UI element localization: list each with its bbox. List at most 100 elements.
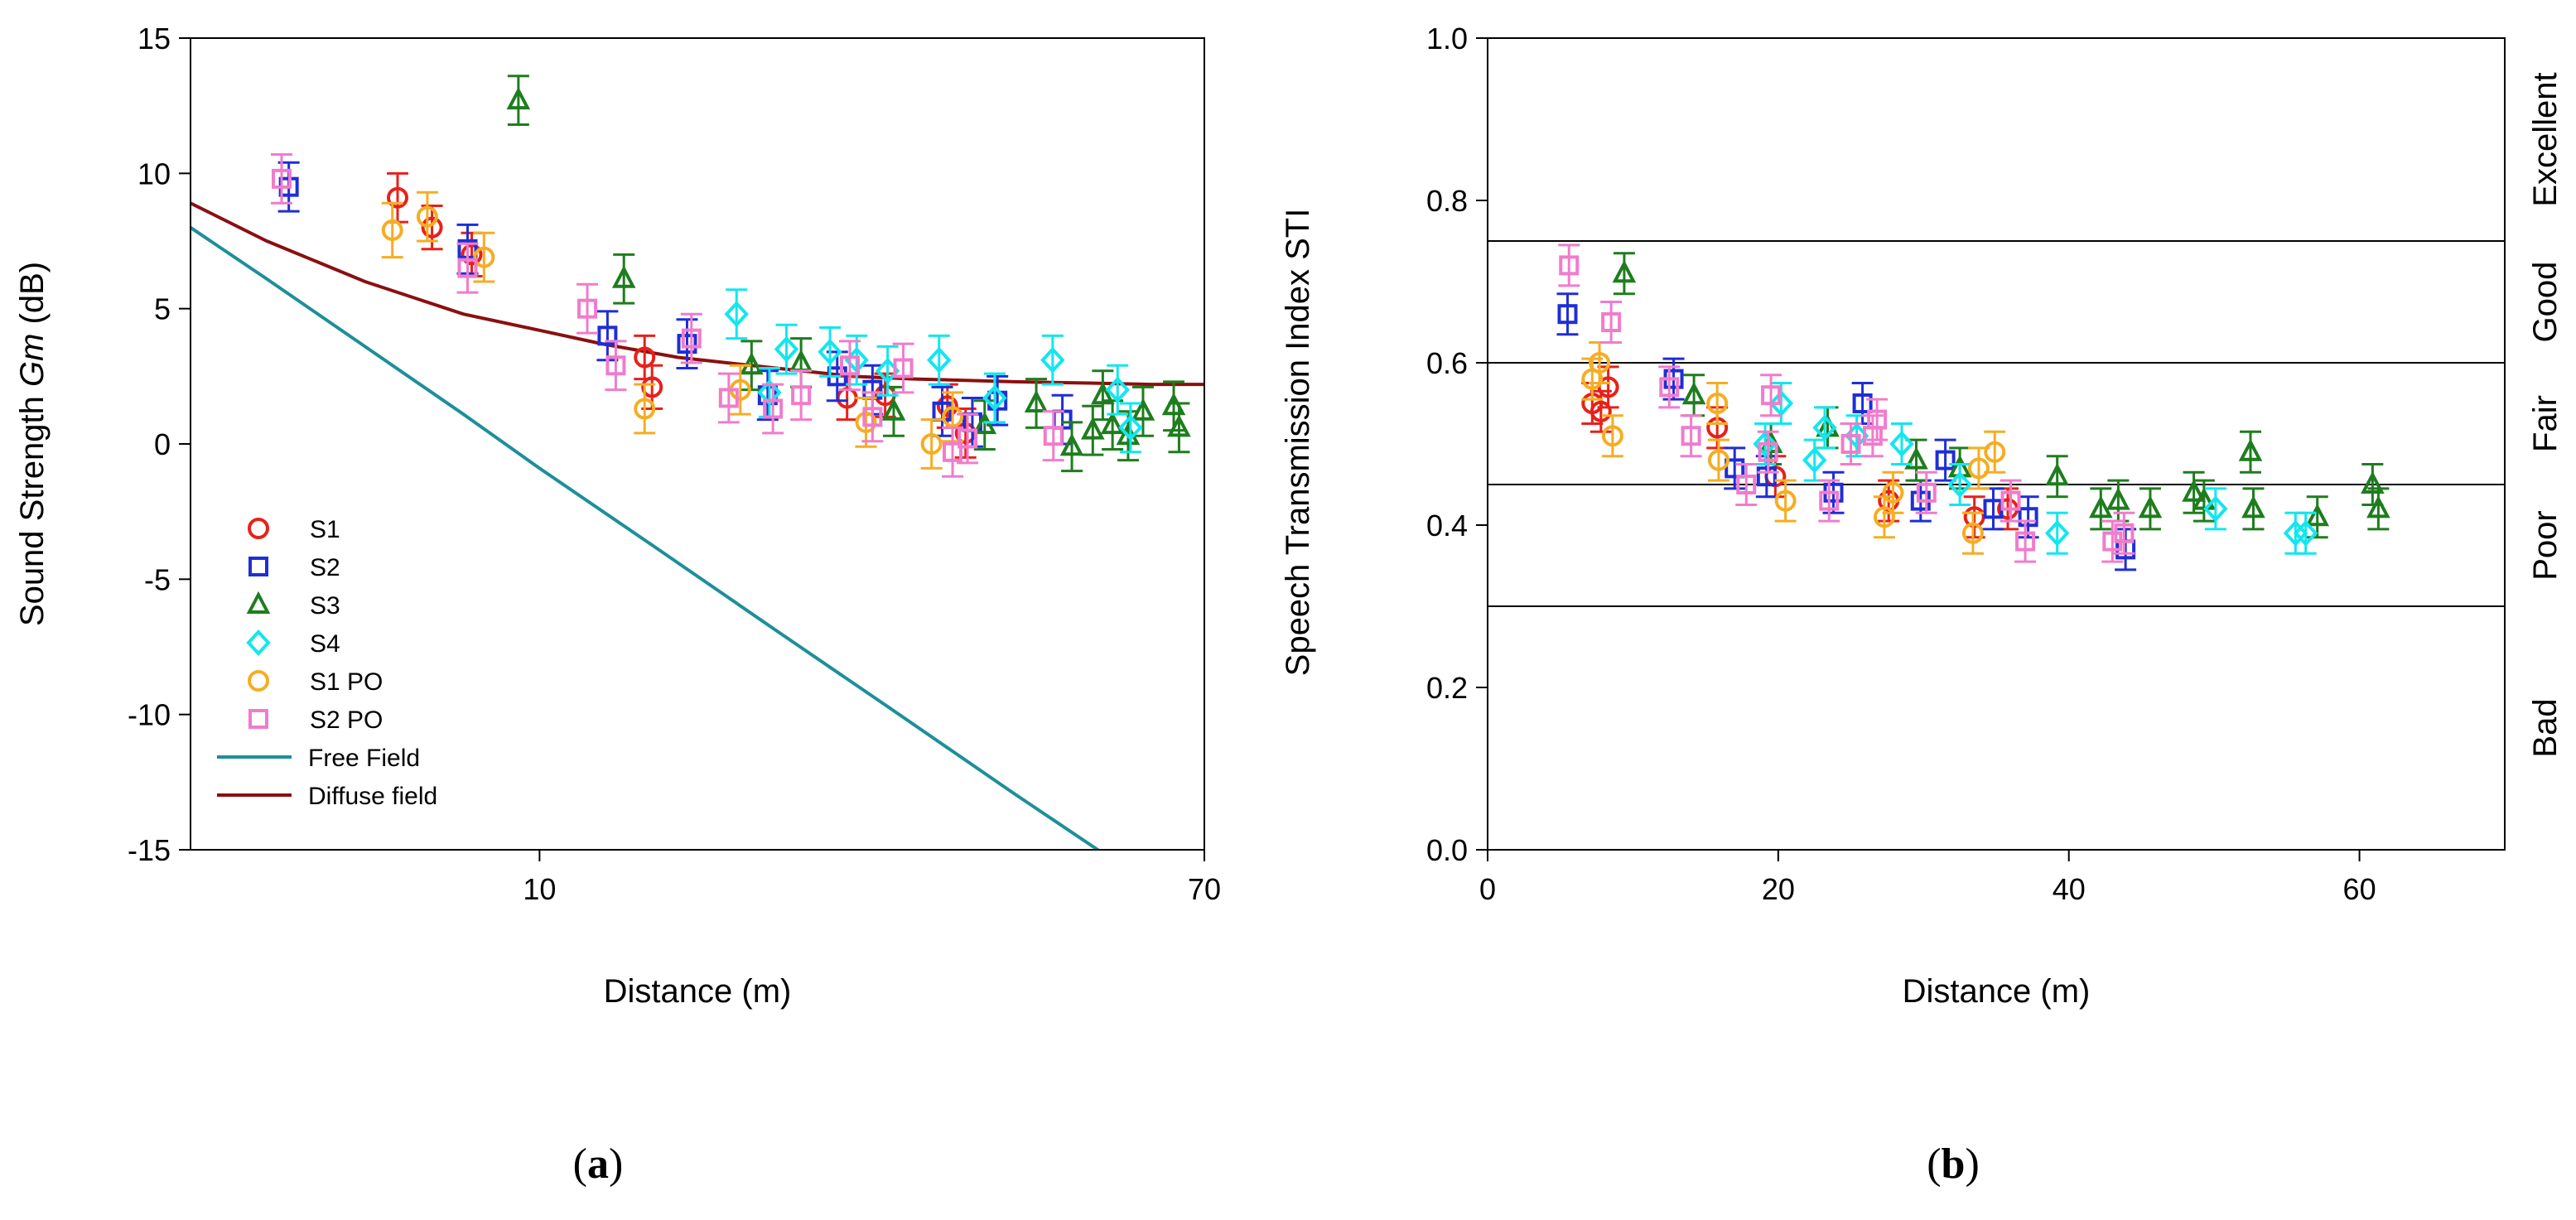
- data-marker: [942, 406, 964, 428]
- data-marker: [1557, 304, 1578, 325]
- panel-a-s3-point-10: [1100, 399, 1125, 451]
- legend-entry-s3: S3: [246, 591, 340, 620]
- panel-a-s3-point-12: [1131, 385, 1155, 437]
- data-marker: [1040, 346, 1065, 374]
- data-marker: [855, 411, 877, 433]
- panel-b-s2-point-9: [2017, 495, 2039, 539]
- panel-b-s1-po-point-7: [1882, 470, 1904, 514]
- legend-entry-diffuse-field: Diffuse field: [217, 783, 437, 810]
- legend-label: S2: [310, 554, 340, 581]
- line-diffuse-field: [191, 201, 1204, 387]
- panel-a-s1-po-point-0: [381, 201, 403, 259]
- panel-a-s4-point-5: [875, 345, 900, 397]
- panel-b-s2-po-point-5: [1757, 430, 1779, 474]
- data-marker: [1802, 446, 1827, 474]
- panel-b-s2-po-point-1: [1600, 301, 1623, 344]
- data-marker: [1081, 417, 1105, 440]
- x-tick-label: 70: [1188, 872, 1221, 906]
- data-marker: [982, 384, 1007, 412]
- panel-a-series-s1-po: [381, 190, 964, 470]
- panel-b-s2-po-point-0: [1558, 244, 1580, 287]
- data-marker: [1559, 255, 1580, 276]
- data-marker: [1882, 481, 1904, 504]
- legend-marker: [246, 629, 271, 656]
- y-tick-label: 0.2: [1426, 671, 1468, 705]
- panel-a-y-axis-label: Sound Strength Gm (dB): [14, 262, 51, 626]
- data-marker: [416, 205, 438, 228]
- panel-b-s2-po-point-8: [1840, 422, 1862, 465]
- panel-b-s2-po-point-3: [1680, 414, 1702, 458]
- data-marker: [506, 86, 531, 110]
- panel-b-s2-po-point-2: [1658, 365, 1681, 409]
- data-marker: [2106, 487, 2130, 510]
- data-marker: [2283, 519, 2308, 547]
- panel-b-s4-point-7: [2044, 511, 2070, 555]
- data-marker: [1984, 441, 2006, 463]
- panel-b-s2-po-point-10: [1866, 398, 1889, 441]
- panel-a-s3-point-9: [1091, 369, 1115, 422]
- data-marker: [577, 298, 598, 319]
- panel-b-s3-point-11: [2192, 479, 2217, 523]
- panel-b-s2-point-0: [1556, 292, 1579, 336]
- panel-a-reference-lines: [191, 201, 1204, 850]
- panel-b-data: [1556, 244, 2390, 571]
- panel-b-s2-po-point-7: [1818, 479, 1840, 523]
- data-marker: [1947, 471, 1972, 498]
- legend-label: Free Field: [308, 745, 420, 772]
- panel-a-s4-point-10: [1118, 402, 1143, 454]
- panel-b-s4-point-3: [1812, 406, 1837, 450]
- y-tick-label: -5: [144, 562, 171, 596]
- panel-a-s1-po-point-4: [729, 364, 751, 416]
- legend-label: S2 PO: [310, 706, 383, 734]
- data-marker: [763, 398, 784, 419]
- data-marker: [271, 168, 292, 189]
- data-marker: [1091, 381, 1115, 405]
- x-tick-label: 20: [1762, 872, 1795, 906]
- panel-b-s1-po-point-10: [1984, 430, 2006, 474]
- data-marker: [1167, 414, 1191, 437]
- data-marker: [920, 433, 943, 455]
- data-marker: [1681, 381, 1706, 405]
- panel-b-s2-po-point-6: [1760, 374, 1782, 417]
- panel-a-s2-po-point-4: [680, 312, 702, 364]
- data-marker: [2000, 490, 2021, 511]
- data-marker: [1601, 312, 1622, 332]
- panel-a-s2-po-point-11: [942, 426, 964, 478]
- y-tick-label: -10: [128, 698, 171, 732]
- panel-a-data: [191, 75, 1204, 850]
- data-marker: [1659, 377, 1680, 398]
- data-marker: [387, 186, 409, 209]
- data-marker: [1612, 259, 1637, 283]
- data-marker: [1768, 390, 1794, 417]
- panel-b-s3-point-0: [1612, 252, 1637, 296]
- panel-b-s2-point-2: [1724, 446, 1746, 490]
- data-marker: [1873, 506, 1895, 528]
- data-marker: [461, 244, 483, 266]
- data-marker: [1961, 522, 1984, 544]
- panel-b-s1-po-point-2: [1601, 414, 1623, 458]
- data-marker: [473, 246, 495, 268]
- panel-a-s1-po-point-2: [473, 231, 495, 283]
- panel-a-series-s2-po: [270, 152, 1064, 478]
- data-marker: [1852, 393, 1873, 413]
- panel-b-s4-point-10: [2293, 511, 2318, 555]
- data-marker: [681, 328, 702, 349]
- panel-a-s4-point-8: [1040, 334, 1065, 386]
- data-marker: [1753, 431, 1778, 457]
- panel-b-s1-po-point-5: [1774, 479, 1797, 523]
- panel-a-legend: S1 S2 S3 S4 S1 PO S2 PO Free Field Diffuse fiel…: [217, 516, 437, 810]
- x-tick-label: 0: [1479, 872, 1496, 906]
- data-marker: [1756, 466, 1777, 487]
- panel-a-series-s4: [724, 288, 1143, 454]
- panel-a-s4-point-6: [926, 334, 952, 386]
- panel-a-s3-point-14: [1167, 402, 1191, 454]
- panel-a-s2-po-point-12: [957, 412, 979, 465]
- x-tick-label: 40: [2053, 872, 2086, 906]
- panel-a-s2-point-3: [676, 318, 698, 370]
- data-marker: [421, 216, 443, 239]
- panel-a-y-label-prefix: Sound Strength: [14, 387, 51, 626]
- data-marker: [2182, 479, 2206, 502]
- legend-entry-s2-po: S2 PO: [248, 706, 383, 734]
- panel-b-caption-letter: b: [1942, 1140, 1966, 1188]
